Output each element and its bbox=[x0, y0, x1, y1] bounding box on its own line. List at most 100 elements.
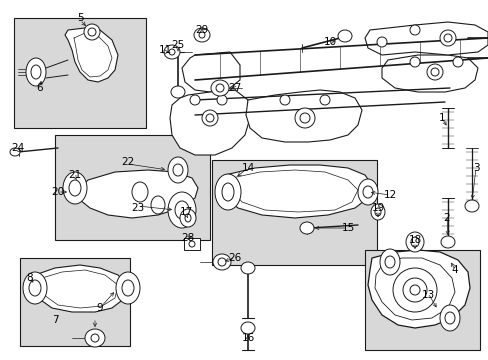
Circle shape bbox=[409, 285, 419, 295]
Ellipse shape bbox=[384, 256, 394, 268]
Text: 18: 18 bbox=[407, 235, 421, 245]
Polygon shape bbox=[80, 170, 198, 218]
Ellipse shape bbox=[69, 180, 81, 196]
Ellipse shape bbox=[216, 84, 224, 92]
Text: 14: 14 bbox=[241, 163, 254, 173]
Text: 28: 28 bbox=[181, 233, 194, 243]
Text: 21: 21 bbox=[68, 170, 81, 180]
Circle shape bbox=[409, 25, 419, 35]
Ellipse shape bbox=[171, 86, 184, 98]
Ellipse shape bbox=[169, 49, 175, 55]
Circle shape bbox=[190, 95, 200, 105]
Ellipse shape bbox=[122, 280, 134, 296]
Circle shape bbox=[426, 64, 442, 80]
Polygon shape bbox=[364, 22, 487, 55]
Ellipse shape bbox=[379, 249, 399, 275]
Text: 8: 8 bbox=[27, 273, 33, 283]
Text: 11: 11 bbox=[158, 45, 171, 55]
Ellipse shape bbox=[180, 209, 196, 227]
Text: 1: 1 bbox=[438, 113, 445, 123]
Circle shape bbox=[202, 110, 218, 126]
Polygon shape bbox=[222, 165, 371, 218]
Text: 26: 26 bbox=[228, 253, 241, 263]
Ellipse shape bbox=[370, 204, 384, 220]
Text: 29: 29 bbox=[195, 25, 208, 35]
Ellipse shape bbox=[168, 157, 187, 183]
Circle shape bbox=[217, 95, 226, 105]
Ellipse shape bbox=[29, 280, 41, 296]
Ellipse shape bbox=[218, 258, 225, 266]
Text: 23: 23 bbox=[131, 203, 144, 213]
Polygon shape bbox=[245, 90, 361, 142]
Bar bbox=[14, 18, 146, 128]
Ellipse shape bbox=[168, 192, 196, 228]
Circle shape bbox=[402, 278, 426, 302]
Text: 20: 20 bbox=[51, 187, 64, 197]
Ellipse shape bbox=[213, 254, 230, 270]
Ellipse shape bbox=[31, 65, 41, 79]
Text: 9: 9 bbox=[97, 303, 103, 313]
Ellipse shape bbox=[464, 200, 478, 212]
Ellipse shape bbox=[410, 237, 418, 247]
Ellipse shape bbox=[184, 214, 191, 222]
Circle shape bbox=[84, 24, 100, 40]
Text: 25: 25 bbox=[171, 40, 184, 50]
Ellipse shape bbox=[85, 329, 105, 347]
Bar bbox=[183, 238, 200, 250]
Ellipse shape bbox=[362, 186, 372, 198]
Bar bbox=[55, 135, 209, 240]
Ellipse shape bbox=[440, 236, 454, 248]
Ellipse shape bbox=[91, 334, 99, 342]
Polygon shape bbox=[65, 28, 118, 82]
Text: 17: 17 bbox=[179, 207, 192, 217]
Text: 7: 7 bbox=[52, 315, 58, 325]
Polygon shape bbox=[170, 90, 249, 155]
Ellipse shape bbox=[374, 208, 380, 216]
Bar bbox=[212, 160, 376, 265]
Circle shape bbox=[376, 37, 386, 47]
Text: 24: 24 bbox=[11, 143, 24, 153]
Text: 19: 19 bbox=[370, 203, 384, 213]
Circle shape bbox=[409, 57, 419, 67]
Bar bbox=[364, 250, 479, 350]
Circle shape bbox=[88, 28, 96, 36]
Ellipse shape bbox=[215, 174, 241, 210]
Text: 13: 13 bbox=[421, 290, 434, 300]
Ellipse shape bbox=[63, 172, 87, 204]
Text: 15: 15 bbox=[341, 223, 354, 233]
Circle shape bbox=[294, 108, 314, 128]
Circle shape bbox=[439, 30, 455, 46]
Text: 10: 10 bbox=[323, 37, 336, 47]
Ellipse shape bbox=[199, 32, 204, 38]
Circle shape bbox=[205, 114, 214, 122]
Polygon shape bbox=[30, 265, 128, 312]
Ellipse shape bbox=[194, 28, 209, 42]
Text: 12: 12 bbox=[383, 190, 396, 200]
Circle shape bbox=[319, 95, 329, 105]
Bar bbox=[20, 258, 130, 346]
Ellipse shape bbox=[132, 182, 148, 202]
Ellipse shape bbox=[151, 196, 164, 214]
Ellipse shape bbox=[163, 45, 180, 59]
Ellipse shape bbox=[241, 322, 254, 334]
Ellipse shape bbox=[439, 305, 459, 331]
Ellipse shape bbox=[241, 262, 254, 274]
Ellipse shape bbox=[405, 232, 423, 252]
Text: 27: 27 bbox=[228, 83, 241, 93]
Text: 6: 6 bbox=[37, 83, 43, 93]
Ellipse shape bbox=[222, 183, 234, 201]
Circle shape bbox=[452, 57, 462, 67]
Polygon shape bbox=[182, 52, 240, 92]
Circle shape bbox=[189, 241, 195, 247]
Circle shape bbox=[280, 95, 289, 105]
Text: 4: 4 bbox=[451, 265, 457, 275]
Text: 16: 16 bbox=[241, 333, 254, 343]
Ellipse shape bbox=[444, 312, 454, 324]
Text: 5: 5 bbox=[77, 13, 83, 23]
Circle shape bbox=[430, 68, 438, 76]
Polygon shape bbox=[381, 55, 477, 92]
Ellipse shape bbox=[26, 58, 46, 86]
Ellipse shape bbox=[116, 272, 140, 304]
Ellipse shape bbox=[175, 201, 189, 219]
Ellipse shape bbox=[173, 164, 183, 176]
